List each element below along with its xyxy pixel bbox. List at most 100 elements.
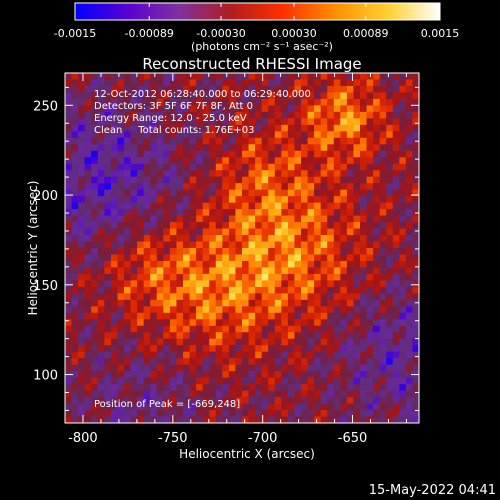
heatmap-cell xyxy=(84,137,92,145)
heatmap-cell xyxy=(176,312,184,320)
heatmap-cell xyxy=(209,98,217,107)
heatmap-cell xyxy=(176,325,184,333)
heatmap-cell xyxy=(366,189,374,197)
heatmap-cell xyxy=(235,241,243,249)
heatmap-cell xyxy=(176,260,184,269)
heatmap-cell xyxy=(392,351,400,359)
heatmap-cell xyxy=(84,397,92,405)
heatmap-cell xyxy=(314,235,322,243)
heatmap-cell xyxy=(104,131,112,139)
heatmap-cell xyxy=(373,73,381,81)
heatmap-cell xyxy=(294,338,302,346)
heatmap-cell xyxy=(314,273,322,282)
heatmap-cell xyxy=(261,137,269,145)
heatmap-cell xyxy=(333,150,341,158)
heatmap-cell xyxy=(373,351,381,359)
heatmap-cell xyxy=(163,222,171,230)
heatmap-cell xyxy=(301,241,309,249)
heatmap-cell xyxy=(392,286,400,294)
heatmap-cell xyxy=(314,79,322,87)
heatmap-cell xyxy=(301,118,309,126)
heatmap-cell xyxy=(71,118,79,126)
heatmap-cell xyxy=(373,267,381,275)
heatmap-cell xyxy=(366,98,374,107)
heatmap-cell xyxy=(104,286,112,294)
heatmap-cell xyxy=(405,325,414,333)
heatmap-cell xyxy=(255,85,263,94)
heatmap-cell xyxy=(235,196,243,204)
heatmap-cell xyxy=(215,189,223,197)
heatmap-cell xyxy=(196,260,204,269)
heatmap-cell xyxy=(97,377,105,385)
heatmap-cell xyxy=(169,416,178,423)
heatmap-cell xyxy=(84,293,92,301)
heatmap-cell xyxy=(196,105,204,113)
heatmap-cell xyxy=(228,170,237,178)
heatmap-cell xyxy=(320,273,328,282)
heatmap-cell xyxy=(327,248,335,256)
heatmap-cell xyxy=(156,293,164,301)
heatmap-cell xyxy=(117,416,125,423)
heatmap-cell xyxy=(78,351,86,359)
heatmap-cell xyxy=(287,118,296,126)
heatmap-cell xyxy=(392,338,400,346)
heatmap-cell xyxy=(242,189,250,197)
heatmap-cell xyxy=(196,319,204,327)
heatmap-cell xyxy=(405,196,414,204)
heatmap-cell xyxy=(379,299,387,307)
heatmap-cell xyxy=(242,364,250,372)
heatmap-cell xyxy=(137,280,145,288)
heatmap-cell xyxy=(222,364,230,372)
heatmap-cell xyxy=(379,338,387,346)
heatmap-cell xyxy=(340,222,348,230)
heatmap-cell xyxy=(84,299,92,307)
heatmap-cell xyxy=(287,338,296,346)
heatmap-cell xyxy=(235,312,243,320)
heatmap-cell xyxy=(215,416,223,423)
heatmap-cell xyxy=(163,254,171,262)
heatmap-cell xyxy=(97,403,105,411)
heatmap-cell xyxy=(215,312,223,320)
heatmap-cell xyxy=(320,176,328,184)
heatmap-cell xyxy=(169,299,178,307)
heatmap-cell xyxy=(84,254,92,262)
heatmap-cell xyxy=(320,312,328,320)
heatmap-cell xyxy=(65,280,73,288)
heatmap-cell xyxy=(110,222,119,230)
heatmap-cell xyxy=(392,241,400,249)
heatmap-cell xyxy=(71,416,79,423)
heatmap-cell xyxy=(301,403,309,411)
heatmap-cell xyxy=(261,384,269,392)
heatmap-cell xyxy=(235,170,243,178)
heatmap-cell xyxy=(261,273,269,282)
heatmap-cell xyxy=(346,105,355,113)
heatmap-cell xyxy=(281,403,289,411)
heatmap-cell xyxy=(399,351,407,359)
heatmap-cell xyxy=(274,209,282,217)
heatmap-cell xyxy=(202,390,210,398)
heatmap-cell xyxy=(209,163,217,171)
heatmap-cell xyxy=(327,79,335,87)
heatmap-cell xyxy=(307,176,315,184)
heatmap-cell xyxy=(110,371,119,379)
heatmap-cell xyxy=(71,364,79,372)
heatmap-cell xyxy=(294,325,302,333)
heatmap-cell xyxy=(327,183,335,191)
heatmap-cell xyxy=(183,319,191,327)
heatmap-cell xyxy=(235,176,243,184)
heatmap-cell xyxy=(340,397,348,405)
heatmap-cell xyxy=(143,299,151,307)
heatmap-cell xyxy=(353,215,361,223)
heatmap-cell xyxy=(320,79,328,87)
heatmap-cell xyxy=(268,293,276,301)
heatmap-cell xyxy=(117,124,125,132)
heatmap-cell xyxy=(261,325,269,333)
heatmap-cell xyxy=(307,157,315,165)
heatmap-cell xyxy=(386,267,394,275)
heatmap-cell xyxy=(169,209,178,217)
heatmap-cell xyxy=(228,254,237,262)
heatmap-cell xyxy=(222,397,230,405)
heatmap-cell xyxy=(327,377,335,385)
heatmap-cell xyxy=(373,280,381,288)
heatmap-cell xyxy=(97,202,105,210)
